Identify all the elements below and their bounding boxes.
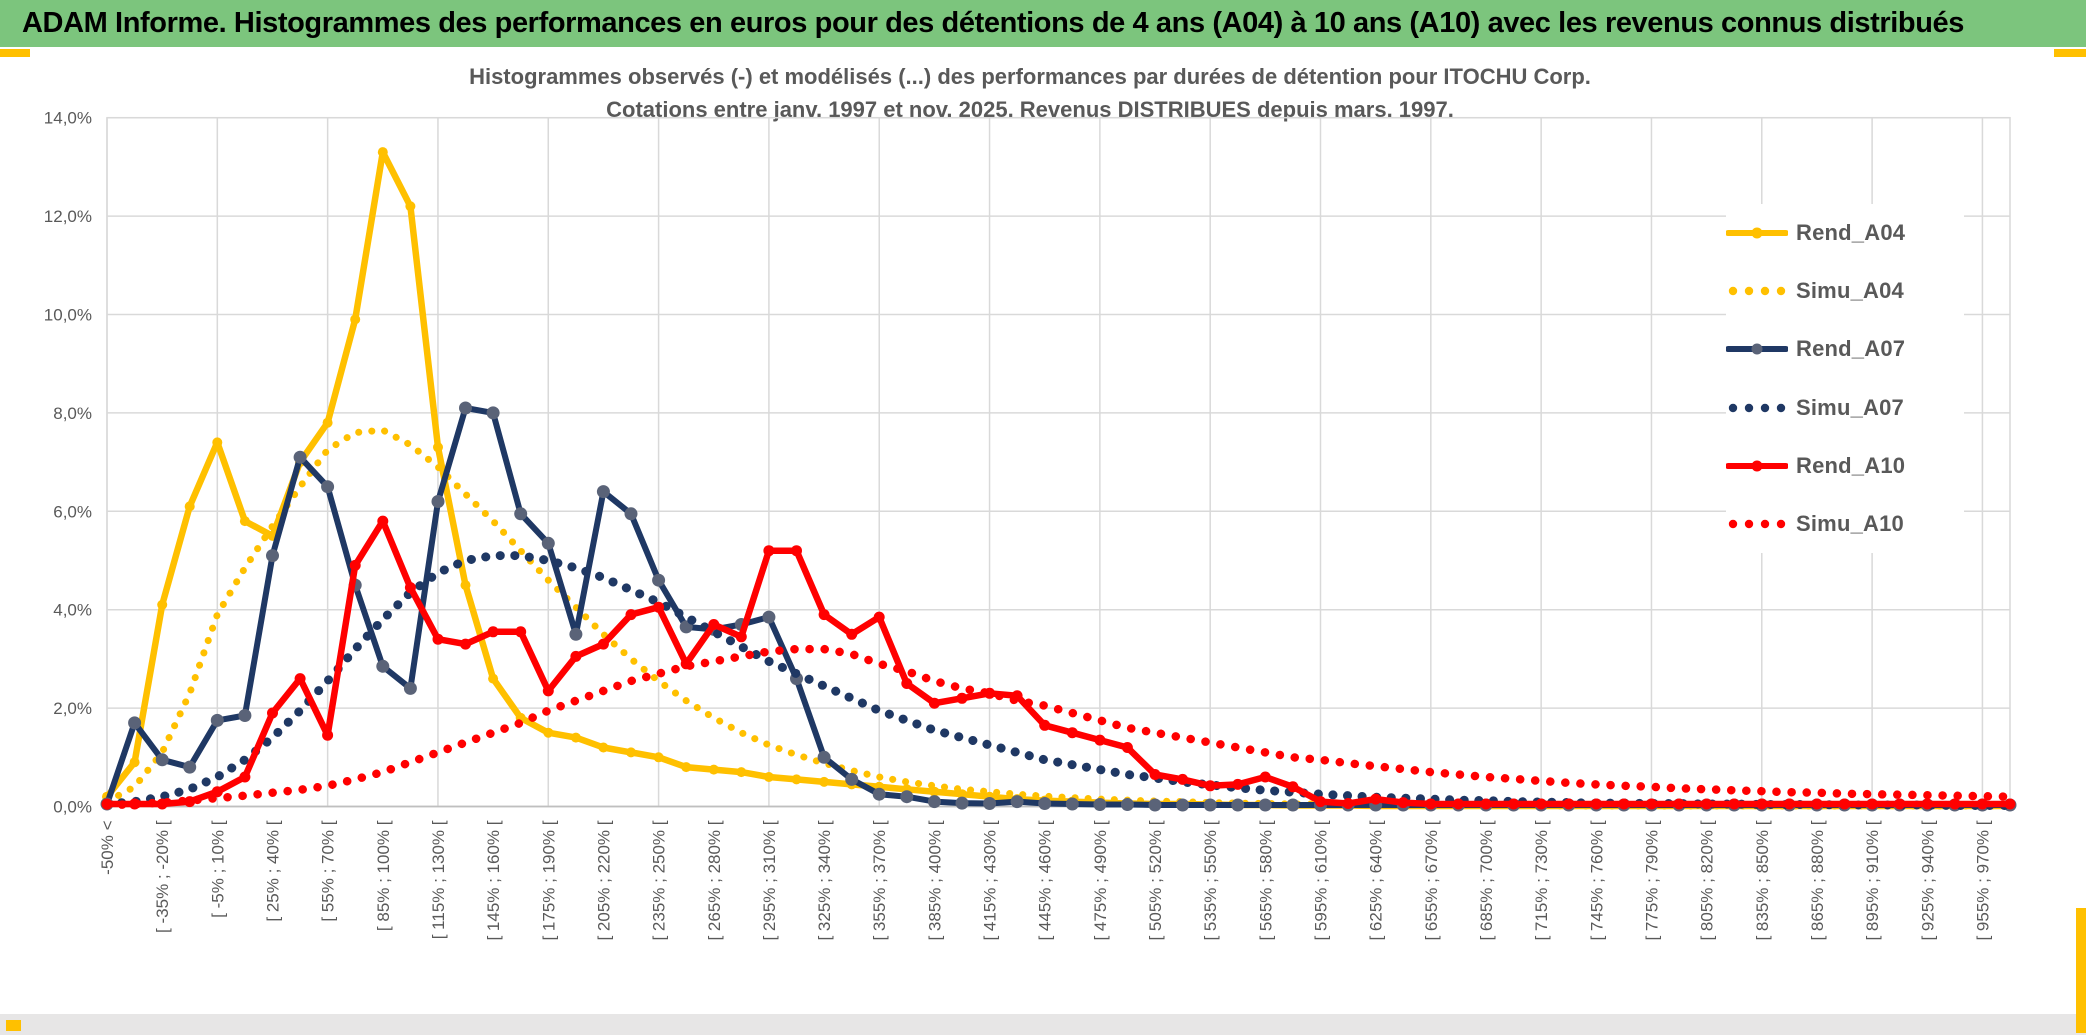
legend-label: Rend_A04 [1796,220,1906,246]
x-axis-label: [ 325% ; 340% [ [815,820,834,940]
legend-dotted-sample-icon [1728,403,1786,412]
x-axis-label: [ 55% ; 70% [ [319,820,338,921]
x-axis-label: [ 385% ; 400% [ [925,820,944,940]
legend-label: Simu_A10 [1796,511,1904,537]
x-axis-label: [ 205% ; 220% [ [594,820,613,940]
x-axis-label: [ -35% ; -20% [ [153,820,172,933]
x-axis-label: [ 775% ; 790% [ [1643,820,1662,940]
x-axis-label: [ 445% ; 460% [ [1036,820,1055,940]
gold-accent-bottom-left [6,1020,21,1031]
legend-item-Simu_A10[interactable]: Simu_A10 [1726,495,1964,553]
y-axis-label: 8,0% [53,404,92,423]
x-axis-label: [ 145% ; 160% [ [484,820,503,940]
y-axis-label: 12,0% [44,207,92,226]
x-axis-label: [ 175% ; 190% [ [539,820,558,940]
y-axis-label: 0,0% [53,798,92,817]
x-axis-label: [ 925% ; 940% [ [1918,820,1937,940]
x-axis-labels: -50% < [ -35% ; -20% [ [ -5% ; 10% [ [ 25% … [98,820,1992,940]
series-dotted-Simu_A10[interactable] [102,644,2015,810]
gridlines [106,116,2011,808]
legend-label: Simu_A04 [1796,278,1904,304]
x-axis-label: [ 655% ; 670% [ [1422,820,1441,940]
legend-item-Rend_A04[interactable]: Rend_A04 [1726,204,1964,262]
x-axis-label: [ 505% ; 520% [ [1146,820,1165,940]
x-axis-label: [ 235% ; 250% [ [650,820,669,940]
x-axis-label: [ 595% ; 610% [ [1312,820,1331,940]
y-axis-label: 4,0% [53,601,92,620]
series-line-Rend_A07[interactable] [104,405,2013,808]
legend-dotted-sample-icon [1728,287,1786,296]
legend-item-Simu_A04[interactable]: Simu_A04 [1726,262,1964,320]
gold-accent-top-right [2054,49,2086,57]
x-axis-label: [ 715% ; 730% [ [1532,820,1551,940]
legend-dotted-sample-icon [1728,519,1786,529]
x-axis-label: [ 115% ; 130% [ [429,820,448,939]
x-axis-label: [ 415% ; 430% [ [981,820,1000,940]
legend-item-Rend_A10[interactable]: Rend_A10 [1726,437,1964,495]
x-axis-label: [ 355% ; 370% [ [870,820,889,940]
y-axis-label: 6,0% [53,502,92,521]
x-axis-label: [ 745% ; 760% [ [1587,820,1606,940]
legend-label: Rend_A10 [1796,452,1906,478]
worksheet-bottom-strip[interactable] [0,1012,2086,1035]
series-line-Rend_A10[interactable] [103,517,2014,808]
x-axis-label: [ 475% ; 490% [ [1091,820,1110,940]
x-axis-label: [ -5% ; 10% [ [208,820,227,918]
gold-accent-top-left [0,49,30,57]
x-axis-label: -50% < [98,820,117,874]
plot-area: 0,0% 2,0% 4,0% 6,0% 8,0% 10,0% 12,0% 14,0% -50% … [0,46,2086,1012]
series-markers-Rend_A10 [101,515,2016,810]
x-axis-label: [ 865% ; 880% [ [1808,820,1827,940]
legend-label: Simu_A07 [1796,394,1904,420]
y-axis-labels: 0,0% 2,0% 4,0% 6,0% 8,0% 10,0% 12,0% 14,0% [44,109,92,817]
x-axis-label: [ 685% ; 700% [ [1477,820,1496,940]
chart-legend: Rend_A04 Simu_A04 Rend_A07 Simu_A07 Rend_A10… [1726,204,1964,554]
y-axis-label: 2,0% [53,699,92,718]
legend-item-Simu_A07[interactable]: Simu_A07 [1726,379,1964,437]
legend-label: Rend_A07 [1796,336,1906,362]
legend-item-Rend_A07[interactable]: Rend_A07 [1726,320,1964,378]
x-axis-label: [ 625% ; 640% [ [1367,820,1386,940]
header-banner: ADAM Informe. Histogrammes des performan… [0,0,2086,47]
chart-title-line1: Histogrammes observés (-) et modélisés (… [469,64,1591,89]
legend-solid-sample-icon [1726,227,1788,239]
series-dotted-Simu_A07[interactable] [102,551,2015,810]
x-axis-label: [ 955% ; 970% [ [1973,820,1992,940]
x-axis-label: [ 565% ; 580% [ [1256,820,1275,940]
y-axis-label: 14,0% [44,109,92,128]
x-axis-label: [ 85% ; 100% [ [374,820,393,931]
y-axis-label: 10,0% [44,306,92,325]
x-axis-label: [ 265% ; 280% [ [705,820,724,940]
x-axis-label: [ 895% ; 910% [ [1863,820,1882,940]
x-axis-label: [ 535% ; 550% [ [1201,820,1220,940]
series-dotted-Simu_A04[interactable] [103,426,2014,810]
legend-solid-sample-icon [1726,460,1788,472]
header-title: ADAM Informe. Histogrammes des performan… [22,7,1964,39]
x-axis-label: [ 295% ; 310% [ [760,820,779,940]
x-axis-label: [ 835% ; 850% [ [1753,820,1772,940]
legend-solid-sample-icon [1726,343,1788,355]
x-axis-label: [ 805% ; 820% [ [1698,820,1717,940]
gold-accent-right-edge [2076,908,2086,1033]
x-axis-label: [ 25% ; 40% [ [264,820,283,921]
